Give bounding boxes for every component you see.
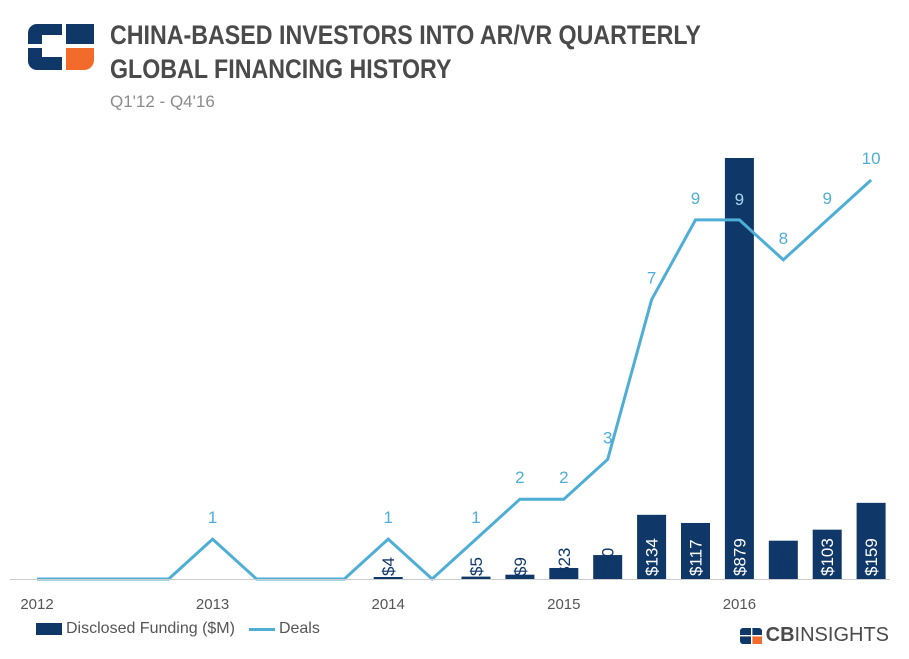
legend-item-deals: Deals — [248, 620, 320, 638]
x-tick-label: 2012 — [20, 596, 53, 613]
x-tick-label: 2014 — [372, 596, 405, 613]
deals-data-label: 9 — [735, 190, 744, 209]
funding-bar — [549, 567, 579, 579]
funding-data-label: $80 — [774, 548, 793, 576]
funding-bar — [593, 555, 623, 579]
legend-swatch-line — [248, 627, 275, 631]
funding-data-label: $103 — [818, 538, 837, 576]
chart-legend: Disclosed Funding ($M) Deals — [36, 618, 334, 640]
deals-data-label: 7 — [647, 269, 656, 288]
funding-bar — [461, 576, 491, 579]
chart-subtitle: Q1'12 - Q4'16 — [110, 92, 215, 111]
deals-data-label: 8 — [779, 229, 788, 248]
funding-bar — [856, 502, 886, 579]
brand-small-icon — [739, 627, 762, 644]
funding-data-label: $5 — [467, 557, 486, 576]
funding-data-label: $9 — [511, 557, 530, 576]
deals-data-label: 9 — [691, 189, 700, 208]
funding-data-label: $50 — [599, 548, 618, 576]
funding-bar — [812, 529, 842, 579]
funding-bar — [373, 577, 403, 579]
x-tick-label: 2016 — [723, 596, 756, 613]
funding-data-label: $4 — [379, 557, 398, 576]
funding-data-label: $159 — [862, 538, 881, 576]
funding-bar — [637, 514, 667, 579]
funding-data-label: $134 — [643, 538, 662, 576]
deals-data-label: 1 — [471, 508, 480, 527]
brand-wordmark: CB INSIGHTS — [739, 624, 889, 647]
deals-data-label: 2 — [559, 468, 568, 487]
deals-data-label: 2 — [515, 468, 524, 487]
deals-line — [37, 178, 873, 582]
deals-data-label: 1 — [208, 508, 217, 527]
x-tick-label: 2013 — [196, 596, 229, 613]
legend-label-deals: Deals — [278, 620, 320, 637]
funding-data-label: $879 — [730, 538, 749, 576]
deals-data-label: 1 — [383, 508, 392, 527]
funding-bar — [505, 574, 535, 579]
funding-bar — [681, 522, 710, 579]
funding-data-label: $117 — [687, 539, 706, 576]
x-tick-label: 2015 — [547, 596, 580, 613]
funding-bar — [768, 540, 798, 579]
legend-swatch-bar — [36, 623, 62, 635]
funding-data-label: $23 — [555, 548, 574, 576]
legend-item-funding: Disclosed Funding ($M) — [36, 620, 235, 638]
deals-data-label: 9 — [822, 189, 831, 208]
legend-label-funding: Disclosed Funding ($M) — [66, 620, 235, 637]
brand-part1: CB — [765, 624, 795, 646]
cbinsights-logo-icon — [28, 24, 94, 70]
deals-data-label: 3 — [603, 428, 612, 447]
chart-title: CHINA-BASED INVESTORS INTO AR/VR QUARTER… — [110, 20, 701, 84]
brand-part2: INSIGHTS — [794, 624, 889, 646]
deals-data-label: 10 — [862, 149, 881, 168]
